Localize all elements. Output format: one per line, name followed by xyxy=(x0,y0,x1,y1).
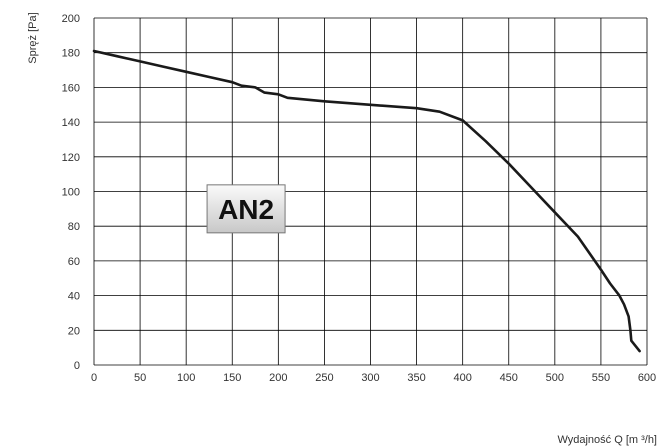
y-tick-label: 120 xyxy=(62,152,80,164)
grid xyxy=(93,17,648,366)
x-tick-label: 450 xyxy=(500,372,518,384)
y-tick-label: 200 xyxy=(62,13,80,25)
x-tick-label: 50 xyxy=(134,372,146,384)
model-badge: AN2 xyxy=(206,184,286,234)
y-tick-label: 0 xyxy=(74,360,80,372)
x-tick-labels: 0 50 100 150 200 250 300 350 400 450 500 550 600 xyxy=(91,372,656,384)
model-badge-box xyxy=(206,184,286,234)
x-tick-label: 500 xyxy=(546,372,564,384)
y-axis-label: Spręż [Pa] xyxy=(27,12,39,63)
y-tick-label: 80 xyxy=(68,221,80,233)
y-tick-label: 40 xyxy=(68,291,80,303)
y-tick-labels: 0 20 40 60 80 100 120 140 160 180 200 xyxy=(62,13,80,372)
y-tick-label: 20 xyxy=(68,325,80,337)
x-tick-label: 150 xyxy=(223,372,241,384)
y-tick-label: 180 xyxy=(62,48,80,60)
y-tick-label: 140 xyxy=(62,117,80,129)
x-tick-label: 0 xyxy=(91,372,97,384)
x-tick-label: 300 xyxy=(361,372,379,384)
y-tick-label: 100 xyxy=(62,187,80,199)
series-line xyxy=(92,49,641,353)
x-tick-label: 350 xyxy=(407,372,425,384)
model-badge-label: AN2 xyxy=(218,194,274,225)
x-tick-label: 250 xyxy=(315,372,333,384)
x-axis-label: Wydajność Q [m ³/h] xyxy=(557,434,657,446)
x-tick-label: 100 xyxy=(177,372,195,384)
x-tick-label: 200 xyxy=(269,372,287,384)
y-tick-label: 160 xyxy=(62,82,80,94)
y-tick-label: 60 xyxy=(68,256,80,268)
x-tick-label: 550 xyxy=(592,372,610,384)
x-tick-label: 400 xyxy=(453,372,471,384)
x-tick-label: 600 xyxy=(638,372,656,384)
